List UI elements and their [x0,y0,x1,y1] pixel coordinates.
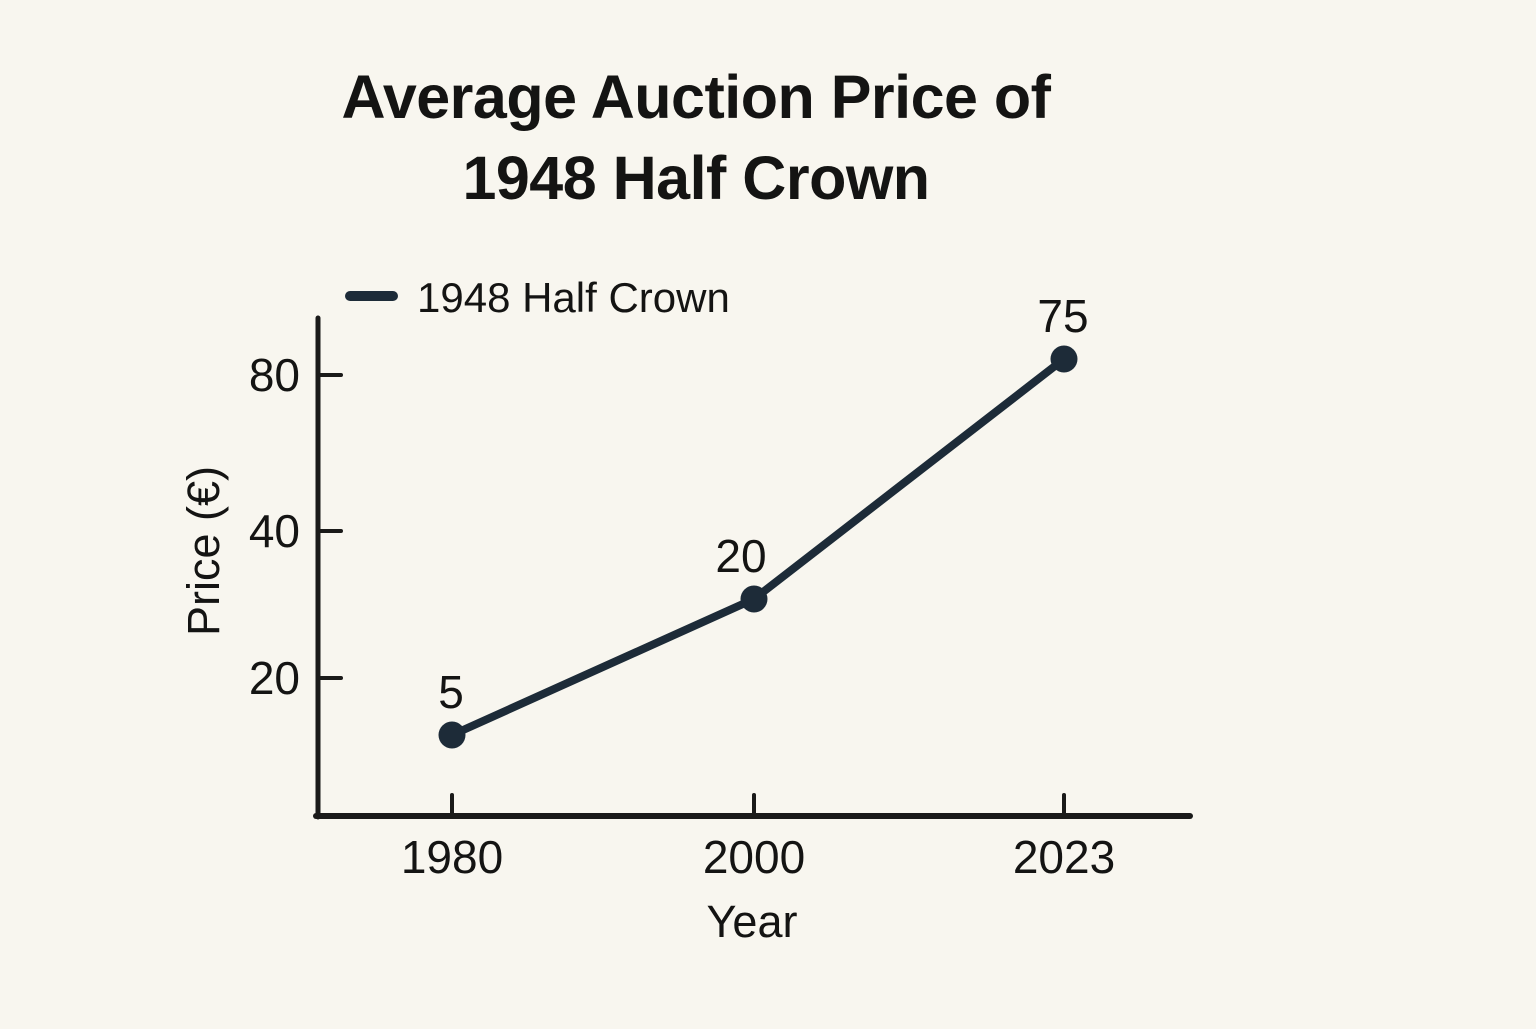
y-tick-label: 40 [249,505,300,557]
data-point-marker [1050,345,1078,373]
point-value-labels: 5 20 75 [438,290,1088,718]
chart-title-line-2: 1948 Half Crown [462,144,930,212]
x-tick-label: 2000 [703,831,805,883]
y-tick-label: 80 [249,349,300,401]
legend: 1948 Half Crown [345,274,730,321]
y-axis-ticks: 20 40 80 [249,349,343,704]
data-point-marker [740,585,768,613]
data-point-marker [438,721,466,749]
series-1948-half-crown [438,345,1078,749]
x-tick-label: 1980 [401,831,503,883]
x-axis-title: Year [707,896,798,947]
legend-label: 1948 Half Crown [417,274,730,321]
x-tick-label: 2023 [1013,831,1115,883]
chart-title: Average Auction Price of 1948 Half Crown [0,57,1392,219]
point-value-label: 20 [715,530,766,582]
x-axis-ticks: 1980 2000 2023 [401,793,1115,883]
point-value-label: 5 [438,666,464,718]
legend-line-swatch [345,291,398,301]
y-tick-label: 20 [249,652,300,704]
y-axis-title: Price (€) [178,466,229,636]
chart-title-line-1: Average Auction Price of [341,63,1051,131]
point-value-label: 75 [1037,290,1088,342]
